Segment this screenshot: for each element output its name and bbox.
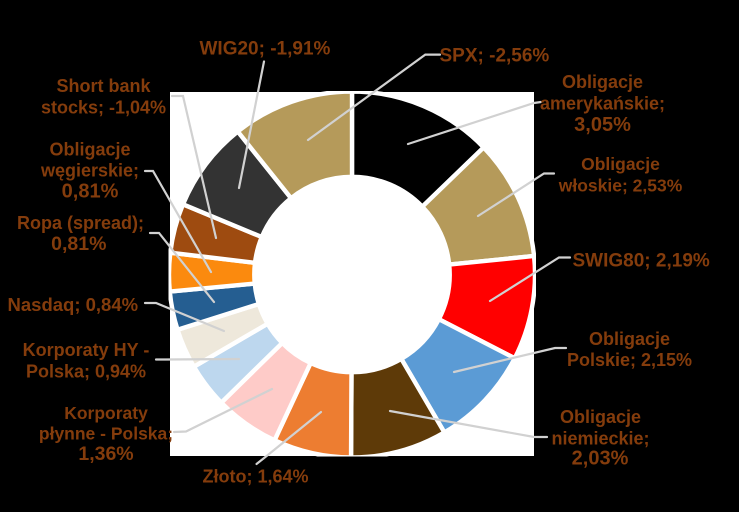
svg-text:2,03%: 2,03% — [572, 447, 629, 469]
svg-text:Obligacje: Obligacje — [49, 139, 130, 159]
svg-text:0,81%: 0,81% — [51, 233, 106, 255]
svg-text:stocks; -1,04%: stocks; -1,04% — [41, 97, 166, 117]
svg-text:SWIG80; 2,19%: SWIG80; 2,19% — [573, 251, 710, 272]
svg-text:WIG20; -1,91%: WIG20; -1,91% — [200, 39, 331, 60]
svg-text:Obligacje: Obligacje — [581, 154, 660, 174]
svg-text:Obligacje: Obligacje — [560, 407, 641, 427]
svg-text:Korporaty: Korporaty — [64, 403, 148, 423]
svg-text:Polska; 0,94%: Polska; 0,94% — [26, 361, 146, 381]
svg-text:0,81%: 0,81% — [62, 181, 119, 203]
svg-text:Obligacje: Obligacje — [589, 329, 670, 349]
svg-text:Złoto; 1,64%: Złoto; 1,64% — [203, 466, 309, 486]
svg-text:amerykańskie;: amerykańskie; — [540, 93, 665, 113]
svg-text:Nasdaq; 0,84%: Nasdaq; 0,84% — [8, 294, 139, 315]
svg-text:Ropa (spread);: Ropa (spread); — [17, 213, 144, 233]
svg-text:Polskie; 2,15%: Polskie; 2,15% — [567, 350, 692, 370]
svg-text:Korporaty HY -: Korporaty HY - — [23, 340, 150, 360]
svg-text:Short bank: Short bank — [56, 76, 151, 96]
svg-text:3,05%: 3,05% — [574, 114, 631, 136]
svg-text:niemieckie;: niemieckie; — [551, 428, 649, 448]
svg-text:płynne - Polska;: płynne - Polska; — [39, 424, 173, 444]
svg-text:włoskie; 2,53%: włoskie; 2,53% — [558, 175, 683, 195]
svg-text:1,36%: 1,36% — [78, 443, 133, 465]
svg-text:SPX; -2,56%: SPX; -2,56% — [440, 46, 550, 67]
svg-text:Obligacje: Obligacje — [562, 72, 643, 92]
svg-text:węgierskie;: węgierskie; — [40, 161, 139, 181]
